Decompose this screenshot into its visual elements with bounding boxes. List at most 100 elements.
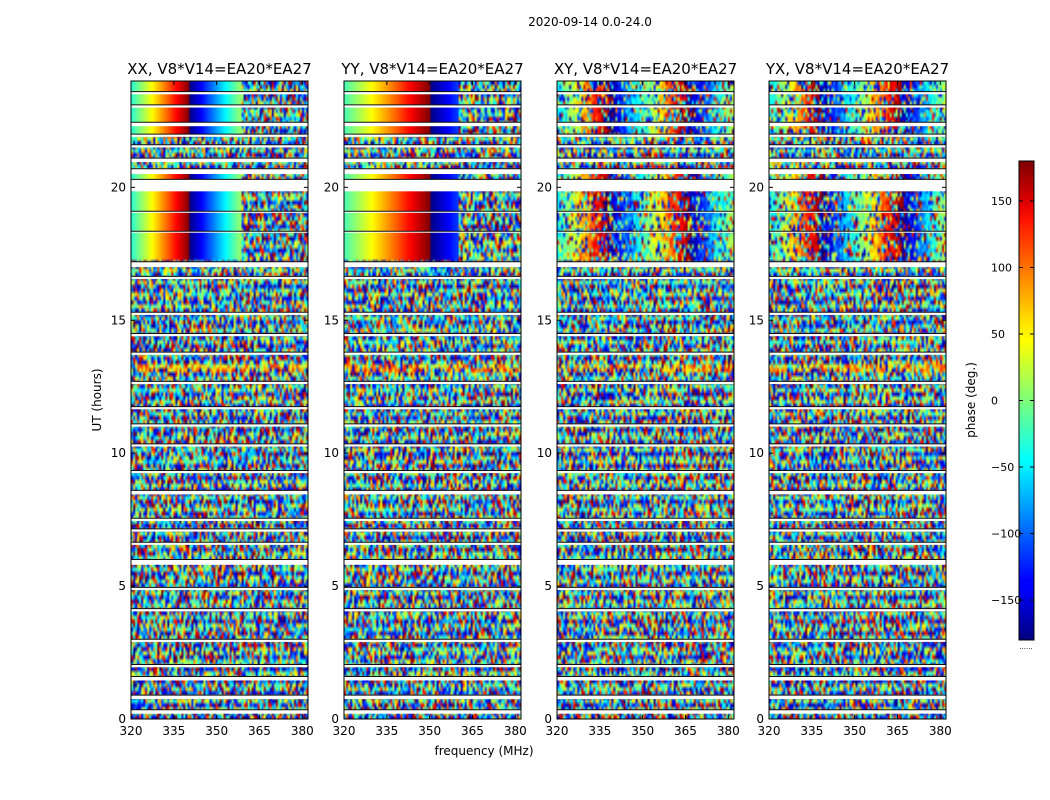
flagged-band (344, 443, 521, 447)
x-axis-label: frequency (MHz) (434, 744, 533, 758)
flagged-band (131, 312, 308, 315)
flagged-band (344, 144, 521, 148)
flagged-band (131, 587, 308, 591)
y-tick-label: 20 (324, 180, 339, 194)
flagged-band (131, 104, 308, 108)
flagged-band (557, 381, 734, 385)
flagged-band (131, 695, 308, 700)
flagged-band (557, 709, 734, 714)
flagged-band (557, 443, 734, 447)
flagged-band (769, 352, 946, 355)
flagged-band (344, 381, 521, 385)
flagged-band (344, 312, 521, 315)
flagged-band (557, 168, 734, 175)
flagged-band (557, 608, 734, 612)
flagged-band (557, 276, 734, 280)
flagged-band (769, 406, 946, 410)
panels: XX, V8*V14=EA20*EA27 320 335 350 365 380 0 5 10 1… (111, 60, 952, 738)
flagged-band (769, 639, 946, 642)
flagged-band (131, 134, 308, 137)
colorbar: 150 100 50 0 −50 −100 −150 phase (deg.) ...... (964, 160, 1035, 651)
flagged-band (344, 664, 521, 668)
panel-frame (343, 80, 522, 720)
y-tick-label: 10 (111, 446, 126, 460)
y-tick-label: 15 (537, 313, 552, 327)
flagged-band (344, 518, 521, 521)
x-tick-label: 365 (886, 724, 909, 738)
flagged-band (557, 587, 734, 591)
flagged-band (131, 381, 308, 385)
flagged-band (557, 528, 734, 532)
flagged-band (557, 122, 734, 127)
flagged-band (344, 542, 521, 545)
flagged-band (131, 261, 308, 268)
panel-title: YY, V8*V14=EA20*EA27 (340, 60, 523, 78)
flagged-band (344, 211, 521, 213)
colorbar-tick-label: 100 (991, 261, 1012, 274)
flagged-band (769, 261, 946, 268)
flagged-band (131, 490, 308, 495)
flagged-band (131, 333, 308, 337)
panel-yx: YX, V8*V14=EA20*EA27 320 335 350 365 380 0 5 10 1… (749, 60, 952, 738)
phase-raster (769, 81, 946, 719)
flagged-band (557, 352, 734, 355)
flagged-band (344, 608, 521, 612)
flagged-band (344, 695, 521, 700)
flagged-band (344, 406, 521, 410)
flagged-band (557, 158, 734, 163)
flagged-band (769, 179, 946, 192)
panel-title: YX, V8*V14=EA20*EA27 (765, 60, 949, 78)
colorbar-tick-label: 150 (991, 195, 1012, 208)
x-tick-label: 380 (717, 724, 740, 738)
flagged-band (131, 443, 308, 447)
y-tick-label: 5 (756, 579, 764, 593)
flagged-band (131, 528, 308, 532)
x-tick-label: 320 (333, 724, 356, 738)
flagged-band (769, 528, 946, 532)
y-tick-label: 0 (118, 712, 126, 726)
panel-title: XX, V8*V14=EA20*EA27 (127, 60, 311, 78)
flagged-band (769, 91, 946, 95)
flagged-band (344, 676, 521, 681)
flagged-band (344, 104, 521, 108)
flagged-band (131, 144, 308, 148)
flagged-band (557, 639, 734, 642)
flagged-band (769, 104, 946, 108)
x-tick-label: 320 (546, 724, 569, 738)
phase-raster (557, 81, 734, 719)
flagged-band (769, 144, 946, 148)
flagged-band (131, 709, 308, 714)
flagged-band (344, 231, 521, 233)
flagged-band (557, 312, 734, 315)
flagged-band (769, 695, 946, 700)
flagged-band (769, 587, 946, 591)
flagged-band (344, 179, 521, 192)
flagged-band (557, 406, 734, 410)
x-tick-label: 350 (631, 724, 654, 738)
flagged-band (769, 664, 946, 668)
y-tick-label: 0 (756, 712, 764, 726)
flagged-band (769, 490, 946, 495)
x-tick-label: 350 (843, 724, 866, 738)
y-tick-label: 5 (544, 579, 552, 593)
phase-raster (131, 81, 308, 719)
flagged-band (131, 231, 308, 233)
flagged-band (557, 695, 734, 700)
flagged-band (769, 470, 946, 474)
flagged-band (344, 261, 521, 268)
flagged-band (557, 134, 734, 137)
flagged-band (344, 91, 521, 95)
x-tick-label: 320 (120, 724, 143, 738)
panel-frame (768, 80, 947, 720)
panel-xx: XX, V8*V14=EA20*EA27 320 335 350 365 380 0 5 10 1… (111, 60, 314, 738)
flagged-band (344, 470, 521, 474)
flagged-band (557, 470, 734, 474)
flagged-band (769, 122, 946, 127)
x-tick-label: 335 (800, 724, 823, 738)
flagged-band (344, 559, 521, 565)
figure-suptitle: 2020-09-14 0.0-24.0 (528, 15, 652, 29)
flagged-band (769, 134, 946, 137)
colorbar-tick-label: −150 (991, 594, 1021, 607)
colorbar-tick-label: 50 (991, 328, 1005, 341)
flagged-band (131, 158, 308, 163)
